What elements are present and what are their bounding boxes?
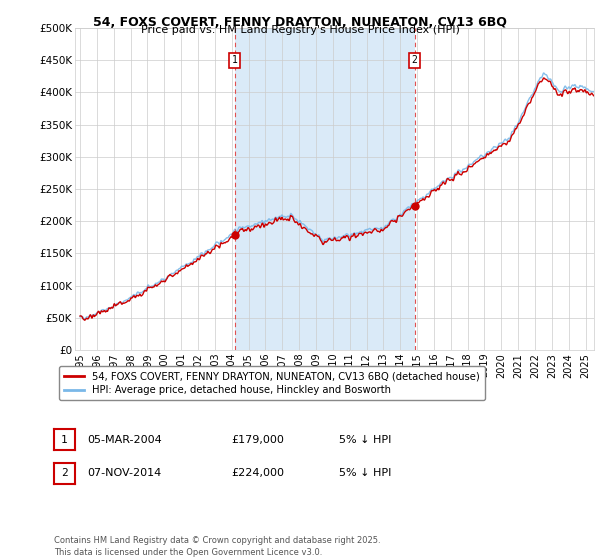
Text: 2: 2 <box>412 55 418 65</box>
Text: 5% ↓ HPI: 5% ↓ HPI <box>339 468 391 478</box>
Text: 5% ↓ HPI: 5% ↓ HPI <box>339 435 391 445</box>
Bar <box>235 28 415 350</box>
Text: 54, FOXS COVERT, FENNY DRAYTON, NUNEATON, CV13 6BQ: 54, FOXS COVERT, FENNY DRAYTON, NUNEATON… <box>93 16 507 29</box>
Text: 2: 2 <box>61 468 68 478</box>
Text: £224,000: £224,000 <box>231 468 284 478</box>
Text: £179,000: £179,000 <box>231 435 284 445</box>
Legend: 54, FOXS COVERT, FENNY DRAYTON, NUNEATON, CV13 6BQ (detached house), HPI: Averag: 54, FOXS COVERT, FENNY DRAYTON, NUNEATON… <box>59 366 485 400</box>
Text: 07-NOV-2014: 07-NOV-2014 <box>87 468 161 478</box>
Text: Price paid vs. HM Land Registry's House Price Index (HPI): Price paid vs. HM Land Registry's House … <box>140 25 460 35</box>
Text: 1: 1 <box>61 435 68 445</box>
Text: Contains HM Land Registry data © Crown copyright and database right 2025.
This d: Contains HM Land Registry data © Crown c… <box>54 536 380 557</box>
Text: 05-MAR-2004: 05-MAR-2004 <box>87 435 162 445</box>
Text: 1: 1 <box>232 55 238 65</box>
